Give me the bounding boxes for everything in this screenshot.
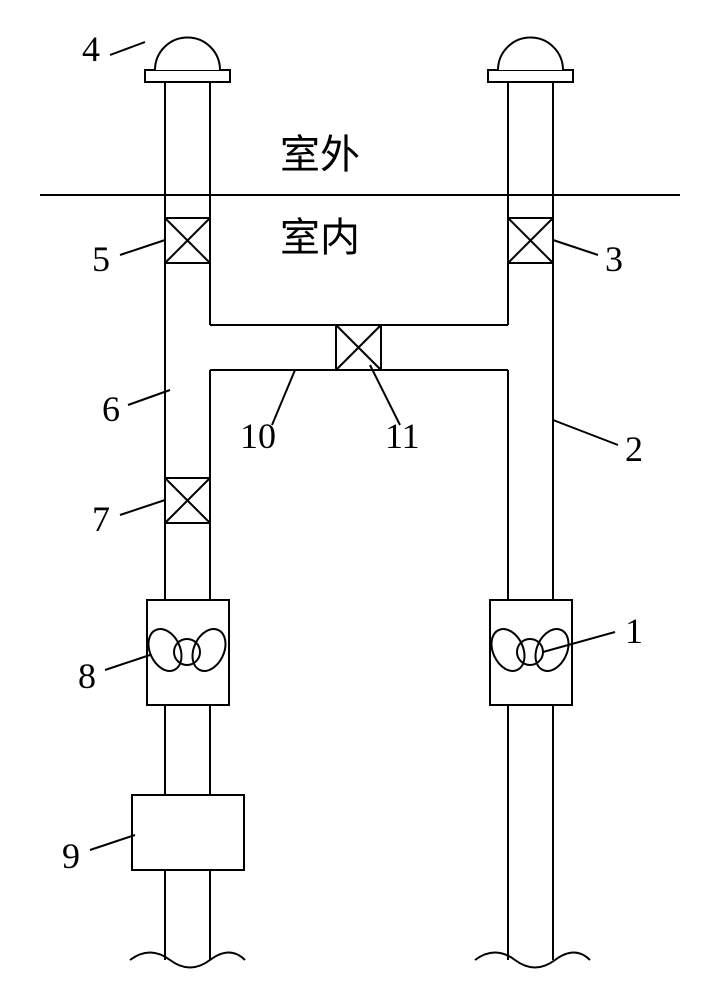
indoor-label: 室内	[280, 205, 360, 263]
label-6: 6	[102, 388, 120, 430]
right-cap-dome	[498, 38, 563, 70]
label-11: 11	[385, 415, 420, 457]
label-7: 7	[92, 498, 110, 540]
box-9	[132, 795, 244, 870]
label-5: 5	[92, 238, 110, 280]
leader-7	[120, 500, 165, 515]
label-3: 3	[605, 238, 623, 280]
leader-3	[553, 240, 598, 255]
right-cap-base	[488, 70, 573, 82]
fan-1-box	[490, 600, 572, 705]
label-8: 8	[78, 655, 96, 697]
label-9: 9	[62, 835, 80, 877]
fan-8-box	[147, 600, 229, 705]
leader-6	[128, 390, 170, 405]
leader-2	[553, 420, 618, 445]
left-cap-dome	[155, 38, 220, 70]
outdoor-label: 室外	[280, 122, 360, 180]
leader-4	[110, 42, 145, 55]
label-1: 1	[625, 610, 643, 652]
label-2: 2	[625, 428, 643, 470]
leader-9	[90, 835, 135, 850]
leader-5	[120, 240, 165, 255]
label-10: 10	[240, 415, 276, 457]
leader-8	[105, 655, 150, 670]
wave-right	[475, 953, 590, 968]
left-cap-base	[145, 70, 230, 82]
wave-left	[130, 953, 245, 968]
diagram-container: 室外 室内 4 5 3 6 2 7 8 1 9 10 11	[0, 0, 724, 1000]
label-4: 4	[82, 28, 100, 70]
